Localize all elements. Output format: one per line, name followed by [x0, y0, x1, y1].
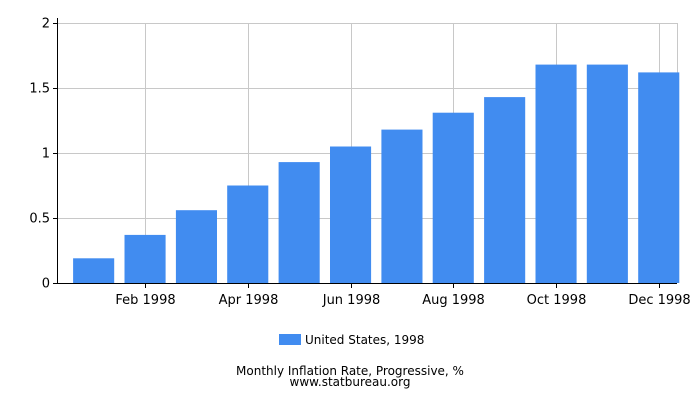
chart-title: Monthly Inflation Rate, Progressive, % — [236, 364, 464, 378]
x-tick-label: Aug 1998 — [422, 293, 485, 308]
x-tick-label: Feb 1998 — [115, 293, 175, 308]
y-axis-ticks: 0 0.5 1 1.5 2 — [29, 17, 58, 292]
x-tick-label: Oct 1998 — [527, 293, 587, 308]
legend: United States, 1998 — [279, 333, 424, 347]
chart-bars — [73, 64, 680, 284]
bar — [381, 129, 423, 283]
bar — [535, 64, 577, 283]
x-tick-label: Jun 1998 — [322, 293, 381, 308]
x-axis-ticks: Feb 1998 Apr 1998 Jun 1998 Aug 1998 Oct 1998… — [115, 283, 691, 308]
legend-swatch — [279, 334, 301, 345]
bar — [175, 210, 217, 283]
bar — [330, 146, 372, 283]
bar — [432, 112, 474, 283]
bar — [73, 258, 115, 283]
bar — [586, 64, 628, 283]
y-tick-label: 2 — [42, 17, 50, 32]
legend-label: United States, 1998 — [305, 333, 424, 347]
bar — [227, 185, 269, 283]
y-tick-label: 0.5 — [29, 212, 50, 227]
chart-axes — [54, 18, 677, 284]
x-tick-label: Apr 1998 — [219, 293, 279, 308]
chart-grid — [58, 23, 678, 284]
bar — [278, 162, 320, 283]
chart-source-url: www.statbureau.org — [290, 375, 411, 389]
y-tick-label: 0 — [42, 277, 50, 292]
bar — [638, 72, 680, 284]
y-tick-label: 1.5 — [29, 82, 50, 97]
bar — [124, 234, 166, 283]
x-tick-label: Dec 1998 — [628, 293, 690, 308]
bar — [484, 97, 526, 283]
y-tick-label: 1 — [42, 147, 50, 162]
